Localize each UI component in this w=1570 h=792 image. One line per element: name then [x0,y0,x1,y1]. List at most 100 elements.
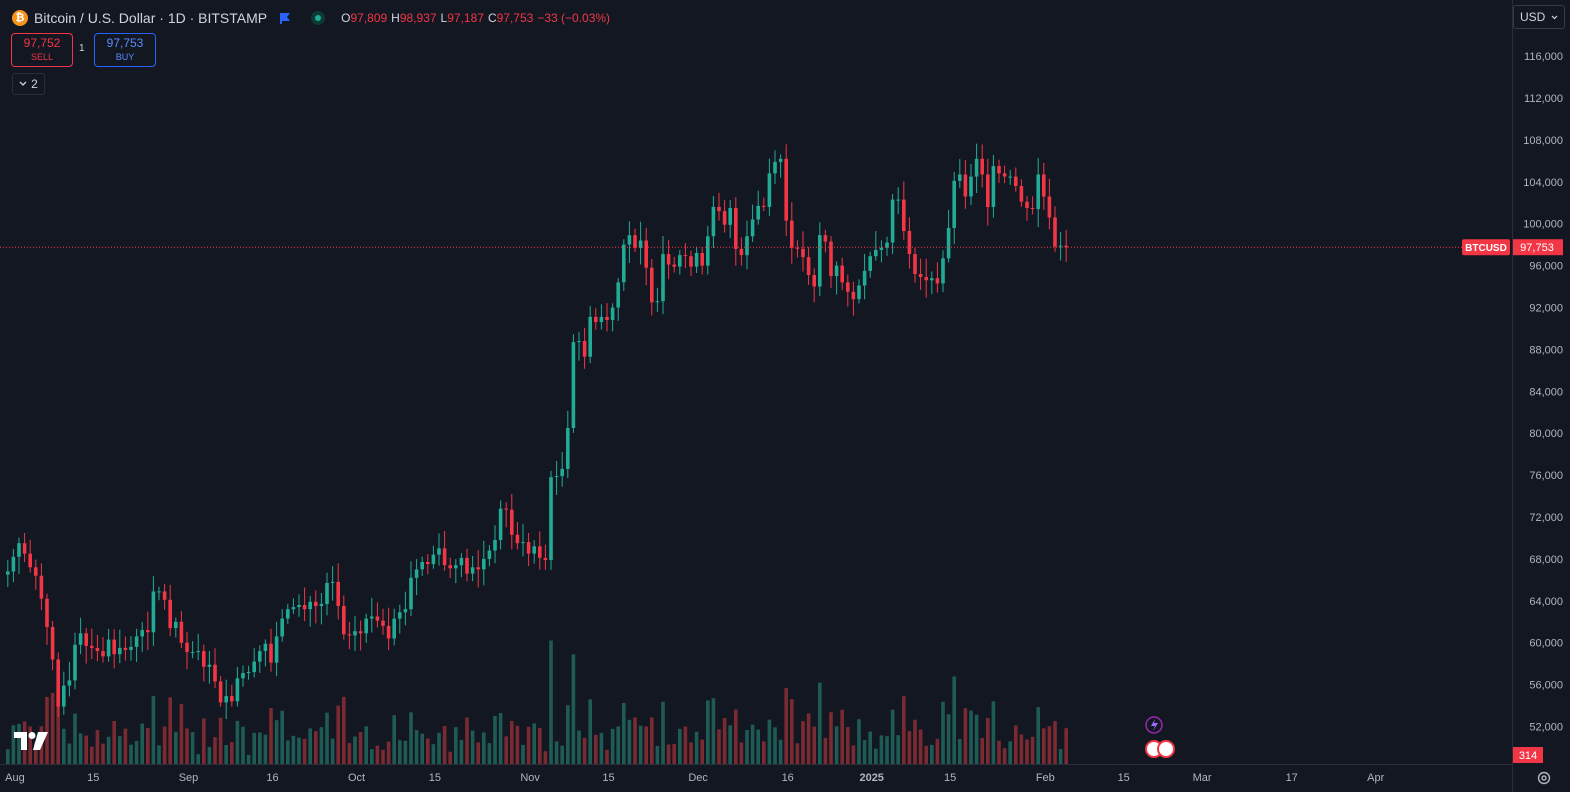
price-tick-label: 60,000 [1529,638,1563,650]
candle-body [946,227,951,259]
volume-bar [885,736,889,764]
candle-body [661,254,665,302]
volume-bar [398,740,402,764]
volume-bar [750,724,755,764]
candle-body [1047,196,1052,218]
volume-bar [123,728,128,764]
volume-bar [235,720,240,764]
candle-body [123,647,128,650]
volume-bar [734,709,738,764]
candle-body [941,258,945,284]
volume-bar [1047,726,1052,764]
volume-bar [1058,749,1063,764]
sell-button[interactable]: 97,752 SELL [11,33,73,67]
volume-bar [728,725,732,764]
volume-bar [1042,728,1046,764]
lightning-icon[interactable] [1145,716,1163,734]
volume-bar [252,732,256,764]
candle-body [616,282,620,308]
volume-bar [706,700,710,764]
candle-body [515,534,520,544]
candle-body [969,176,973,197]
candle-body [168,599,172,629]
candle-body [706,236,710,266]
candle-body [857,285,861,300]
candle-body [1030,208,1035,209]
candle-body [762,205,766,207]
time-tick-label: Dec [688,772,708,784]
volume-bar [560,745,564,764]
candle-body [67,680,72,686]
us-flag-event-icon[interactable] [1157,740,1175,758]
candle-body [39,575,44,599]
volume-bar [857,719,861,764]
candle-body [420,562,424,570]
candle-body [560,468,564,477]
buy-label: BUY [115,52,135,62]
volume-bar [431,744,436,764]
currency-select[interactable]: USD [1513,5,1565,29]
gear-icon[interactable] [1536,770,1552,786]
candle-body [364,618,368,634]
volume-bar [442,726,447,764]
volume-bar [213,737,217,764]
time-tick-label: 16 [266,772,278,784]
volume-bar [890,709,895,764]
candle-body [442,548,447,566]
candle-body [862,270,867,286]
volume-bar [11,725,16,764]
symbol-title[interactable]: Bitcoin / U.S. Dollar · 1D · BITSTAMP [34,10,268,26]
volume-bar [78,733,83,764]
price-axis[interactable]: 116,000 112,000 108,000 104,000 100,000 96,00… [1523,51,1563,733]
candle-body [218,681,223,703]
volume-bar [224,745,228,764]
candle-body [605,316,609,320]
volume-bar [67,743,72,764]
volume-bar [118,736,122,764]
event-markers[interactable] [1145,716,1175,758]
volume-bar [655,745,660,764]
candle-body [935,278,940,284]
price-change: −33 (−0.03%) [537,11,611,25]
volume-bar [185,728,189,764]
time-tick-label: 15 [429,772,441,784]
candle-body [672,264,676,267]
volume-bar [739,742,744,764]
volume-bar [974,714,979,764]
volume-bar [1064,728,1068,764]
price-tick-label: 100,000 [1523,219,1563,231]
volume-bar [829,712,833,764]
volume-bar [207,746,212,764]
candle-body [874,249,878,257]
candle-body [398,612,402,619]
price-tick-label: 116,000 [1524,51,1563,63]
candle-body [106,639,111,657]
volume-bar [274,720,279,764]
candle-body [263,643,268,651]
candle-body [465,557,469,574]
time-axis[interactable]: Aug 15 Sep 16 Oct 15 Nov 15 Dec 16 2025 15 Feb 15 Mar 1… [5,772,1384,784]
candle-body [319,603,324,606]
volume-bar [196,754,200,764]
chevron-down-icon [1551,15,1558,19]
buy-button[interactable]: 97,753 BUY [94,33,156,67]
candle-body [745,236,749,256]
indicators-toggle[interactable]: 2 [12,73,45,95]
candle-body [554,476,559,478]
price-tag-text: 97,753 [1520,242,1554,254]
time-tick-label: Sep [179,772,199,784]
candle-body [795,247,800,249]
time-tick-label: Nov [520,772,540,784]
candle-body [157,591,161,593]
volume-bar [784,687,788,764]
volume-bar [549,640,553,764]
volume-bar [946,714,951,764]
candle-body [1008,176,1012,178]
volume-bar [650,717,654,764]
candle-body [90,645,94,648]
sell-label: SELL [30,52,54,62]
flag-icon[interactable] [279,12,291,24]
tradingview-logo-icon [14,732,48,750]
candle-body [56,659,60,707]
